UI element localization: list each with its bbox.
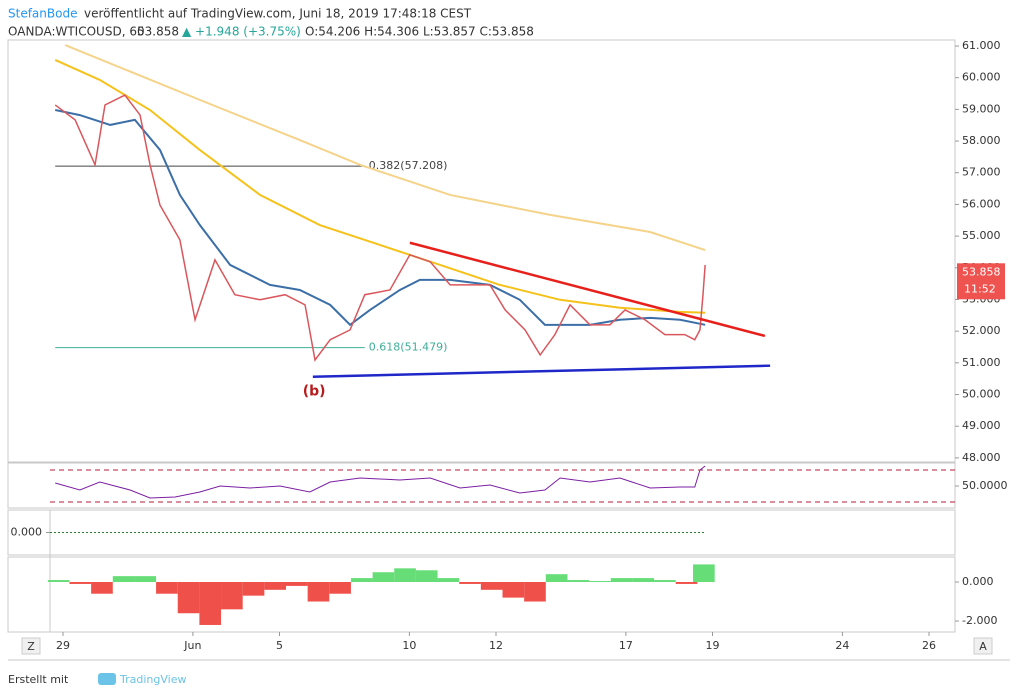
- hist-bar: [221, 582, 243, 610]
- x-tick-label: 10: [402, 639, 416, 652]
- x-tick-label: Jun: [183, 639, 201, 652]
- pane-frames: [7, 39, 1010, 661]
- hist-bar: [242, 582, 265, 596]
- hist-bar: [632, 578, 655, 582]
- y-tick-label: 48.000: [962, 451, 1001, 464]
- hist-bar: [329, 582, 351, 594]
- hist-bar: [437, 578, 460, 582]
- ohlc: O:54.206 H:54.306 L:53.857 C:53.858: [305, 25, 534, 39]
- hist-bar: [134, 576, 157, 582]
- annotation: (b): [303, 384, 326, 400]
- hist-bar: [264, 582, 286, 590]
- hist-bar: [307, 582, 330, 602]
- x-tick-label: 29: [56, 639, 70, 652]
- y-tick-label: 0.000: [11, 526, 43, 539]
- auto-button[interactable]: [973, 637, 993, 655]
- symbol-price: 53.858: [137, 25, 179, 39]
- hist-bar: [69, 582, 92, 584]
- brand-logo: [98, 673, 116, 685]
- hist-bar: [480, 582, 503, 590]
- y-tick-label: 50.000: [962, 388, 1001, 401]
- series-line: [64, 44, 706, 252]
- author: StefanBode: [8, 7, 77, 21]
- trend-line: [409, 241, 766, 338]
- y-tick-label: 61.000: [962, 39, 1001, 52]
- x-tick-label: 17: [619, 639, 633, 652]
- series-line: [55, 465, 706, 499]
- fib-label: 0.382(57.208): [369, 159, 448, 172]
- hist-bar: [675, 582, 698, 584]
- hist-bar: [524, 582, 546, 602]
- y-tick-label: 50.0000: [962, 479, 1008, 492]
- footer-made: Erstellt mit: [8, 673, 69, 686]
- y-tick-label: 49.000: [962, 419, 1001, 432]
- published: veröffentlicht auf TradingView.com, Juni…: [84, 7, 472, 21]
- zoom-label: Z: [27, 640, 35, 653]
- series-line: [54, 59, 706, 314]
- hist-bar: [610, 578, 633, 582]
- hist-bar: [415, 570, 438, 582]
- y-tick-label: -2.000: [962, 614, 997, 627]
- x-tick-label: 19: [706, 639, 720, 652]
- y-tick-label: 57.000: [962, 166, 1001, 179]
- last-price-box: [957, 263, 1005, 300]
- symbol-change: ▲ +1.948 (+3.75%): [182, 25, 301, 39]
- x-tick-label: 24: [835, 639, 849, 652]
- hist-bar: [350, 578, 373, 582]
- hist-bar: [589, 581, 611, 582]
- y-tick-label: 60.000: [962, 71, 1001, 84]
- auto-label: A: [979, 640, 987, 653]
- x-tick-label: 12: [489, 639, 503, 652]
- pane-macd: [7, 556, 956, 633]
- y-tick-label: 58.000: [962, 134, 1001, 147]
- pane-osc: [7, 509, 956, 556]
- hist-bar: [502, 582, 525, 598]
- y-tick-label: 56.000: [962, 197, 1001, 210]
- x-tick-label: 26: [922, 639, 936, 652]
- y-tick-label: 0.000: [962, 575, 994, 588]
- hist-bar: [394, 568, 416, 582]
- hist-bar: [567, 580, 590, 582]
- hist-bar: [285, 582, 308, 586]
- hist-bar: [156, 582, 178, 594]
- trend-line: [312, 364, 771, 379]
- fib-label: 0.618(51.479): [369, 341, 448, 354]
- hist-bar: [545, 574, 568, 582]
- hist-bar: [47, 580, 70, 582]
- hist-bar: [693, 564, 715, 582]
- last-price: 53.858: [962, 265, 1001, 278]
- hist-bar: [459, 582, 481, 584]
- zoom-button[interactable]: [21, 637, 41, 655]
- hist-bar: [177, 582, 200, 614]
- symbol: OANDA:WTICOUSD, 60: [8, 25, 145, 39]
- footer-brand: TradingView: [119, 673, 186, 686]
- hist-bar: [654, 580, 676, 582]
- y-tick-label: 51.000: [962, 356, 1001, 369]
- series-line: [54, 94, 706, 362]
- hist-bar: [199, 582, 222, 625]
- hist-bar: [372, 572, 395, 582]
- x-tick-label: 5: [276, 639, 283, 652]
- y-tick-label: 55.000: [962, 229, 1001, 242]
- hist-bar: [112, 576, 135, 582]
- y-tick-label: 59.000: [962, 102, 1001, 115]
- pane-main: [7, 39, 956, 463]
- hist-bar: [91, 582, 113, 594]
- y-tick-label: 52.000: [962, 324, 1001, 337]
- countdown: 11:52: [964, 282, 996, 295]
